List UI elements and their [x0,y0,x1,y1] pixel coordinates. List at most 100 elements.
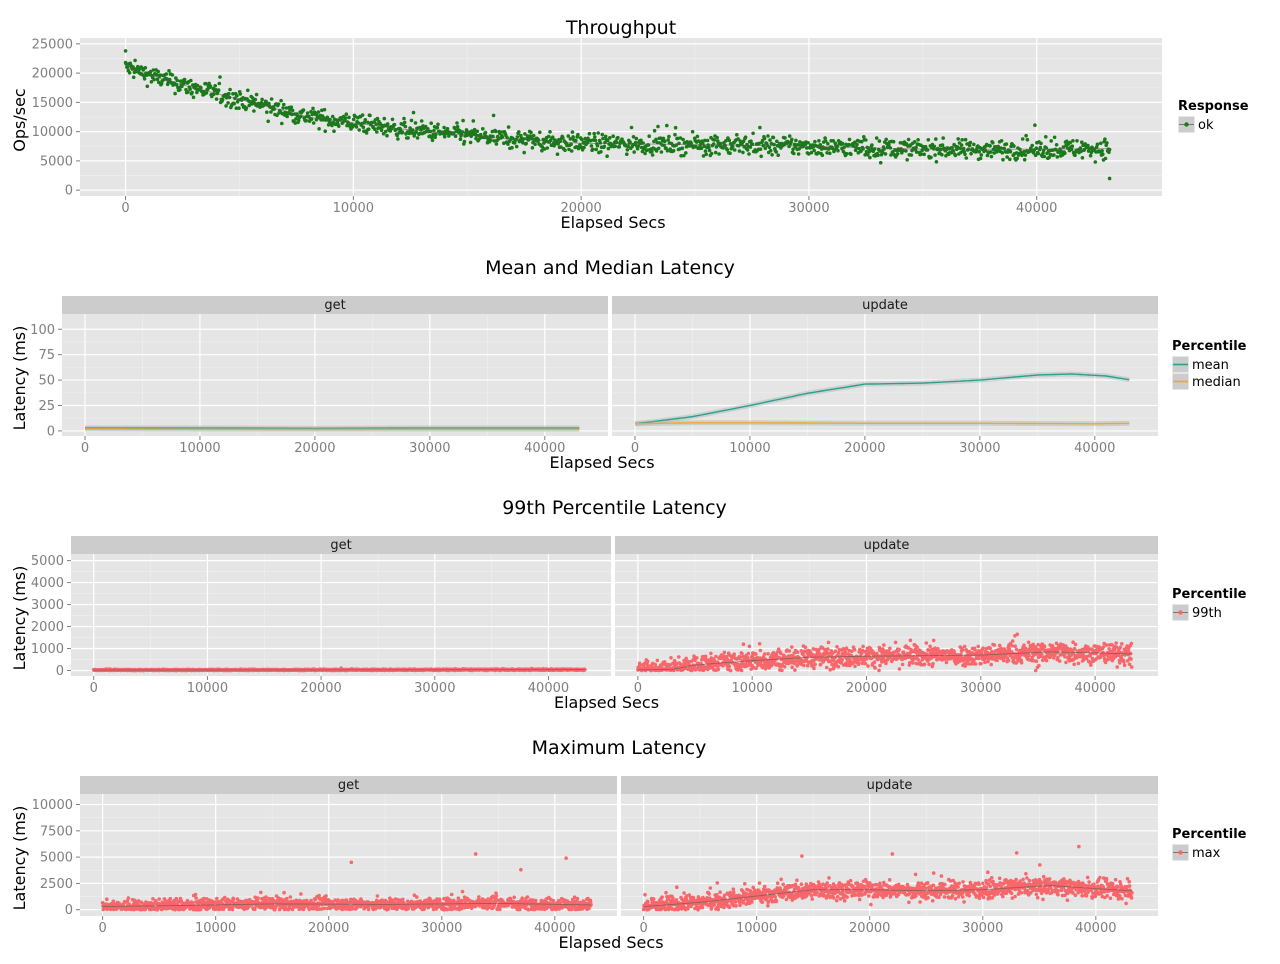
data-point [656,659,660,663]
data-point [638,663,642,667]
data-point [875,136,879,140]
data-point [888,647,892,651]
data-point [632,150,636,154]
data-point [156,70,160,74]
data-point [934,137,938,141]
data-point [1064,661,1068,665]
data-point [1118,661,1122,665]
data-point [1105,643,1109,647]
y-tick-label: 5000 [40,154,73,169]
x-tick-label: 10000 [731,681,772,696]
data-point [897,648,901,652]
y-tick-label: 10000 [32,798,73,813]
data-point [744,135,748,139]
data-point [507,125,511,129]
data-point [898,667,902,671]
data-point [186,90,190,94]
data-point [916,138,920,142]
data-point [547,135,551,139]
data-point [290,105,294,109]
y-tick-label: 5000 [40,851,73,866]
data-point [495,142,499,146]
data-point [1058,659,1062,663]
data-point [433,136,437,140]
data-point [352,118,356,122]
data-point [714,655,718,659]
data-point [455,121,459,125]
data-point [510,146,514,150]
data-point [960,138,964,142]
data-point [969,141,973,145]
data-point [396,137,400,141]
data-point [484,131,488,135]
y-tick-label: 25000 [32,37,73,52]
data-point [728,665,732,669]
data-point [1030,144,1034,148]
y-tick-label: 10000 [32,125,73,140]
data-point [876,154,880,158]
data-point [385,134,389,138]
data-point [431,139,435,143]
x-tick-label: 20000 [846,681,887,696]
data-point [260,98,264,102]
x-tick-label: 0 [121,201,129,216]
plot-background [80,794,617,916]
data-point [532,134,536,138]
data-point [651,153,655,157]
data-point [775,140,779,144]
data-point [931,662,935,666]
data-point [386,122,390,126]
data-point [941,136,945,140]
data-point [714,151,718,155]
data-point [861,645,865,649]
data-point [806,141,810,145]
legend-title: Response [1178,99,1249,114]
data-point [828,668,832,672]
data-point [489,138,493,142]
data-point [932,639,936,643]
data-point [962,147,966,151]
x-tick-label: 10000 [179,441,220,456]
data-point [635,137,639,141]
data-point [522,151,526,155]
data-point [312,121,316,125]
data-point [368,114,372,118]
data-point [759,155,763,159]
data-point [209,84,213,88]
data-point [224,104,228,108]
data-point [235,94,239,98]
data-point [173,92,177,96]
data-point [228,88,232,92]
data-point [1016,633,1020,637]
data-point [1089,154,1093,158]
data-point [194,896,198,900]
x-axis-label: Elapsed Secs [554,693,659,712]
data-point [1119,646,1123,650]
data-point [977,150,981,154]
data-point [904,149,908,153]
data-point [1115,665,1119,669]
data-point [616,136,620,140]
data-point [952,149,956,153]
data-point [1049,139,1053,143]
data-point [963,153,967,157]
data-point [105,897,109,901]
data-point [144,66,148,70]
data-point [592,132,596,136]
data-point [643,152,647,156]
chart-title: Mean and Median Latency [485,257,735,279]
data-point [1055,143,1059,147]
data-point [927,138,931,142]
data-point [865,657,869,661]
data-point [828,152,832,156]
data-point [979,662,983,666]
data-point [792,152,796,156]
data-point [923,663,927,667]
data-point [849,152,853,156]
data-point [608,136,612,140]
data-point [357,128,361,132]
data-point [788,649,792,653]
data-point [355,125,359,129]
data-point [1027,641,1031,645]
